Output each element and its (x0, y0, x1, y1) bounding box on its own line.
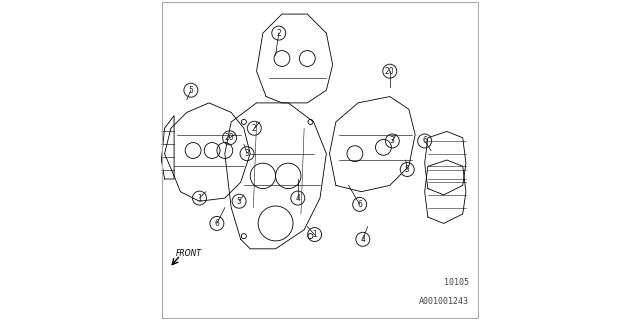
Text: 6: 6 (357, 200, 362, 209)
Text: 1: 1 (312, 230, 317, 239)
Text: 6: 6 (422, 136, 427, 146)
Text: 2: 2 (276, 28, 281, 38)
Text: FRONT: FRONT (175, 249, 202, 258)
Text: 20: 20 (385, 67, 395, 76)
Text: 3: 3 (244, 149, 250, 158)
Text: 5: 5 (237, 197, 241, 206)
Text: 4: 4 (360, 235, 365, 244)
Text: A001001243: A001001243 (419, 297, 469, 306)
Text: 10105: 10105 (444, 278, 469, 287)
Text: 6: 6 (214, 219, 220, 228)
Text: 5: 5 (188, 86, 193, 95)
Text: 3: 3 (390, 136, 395, 146)
Text: 1: 1 (197, 194, 202, 203)
Text: 4: 4 (295, 194, 300, 203)
Text: 5: 5 (404, 165, 410, 174)
Text: 2: 2 (252, 124, 257, 133)
Text: 20: 20 (225, 133, 234, 142)
